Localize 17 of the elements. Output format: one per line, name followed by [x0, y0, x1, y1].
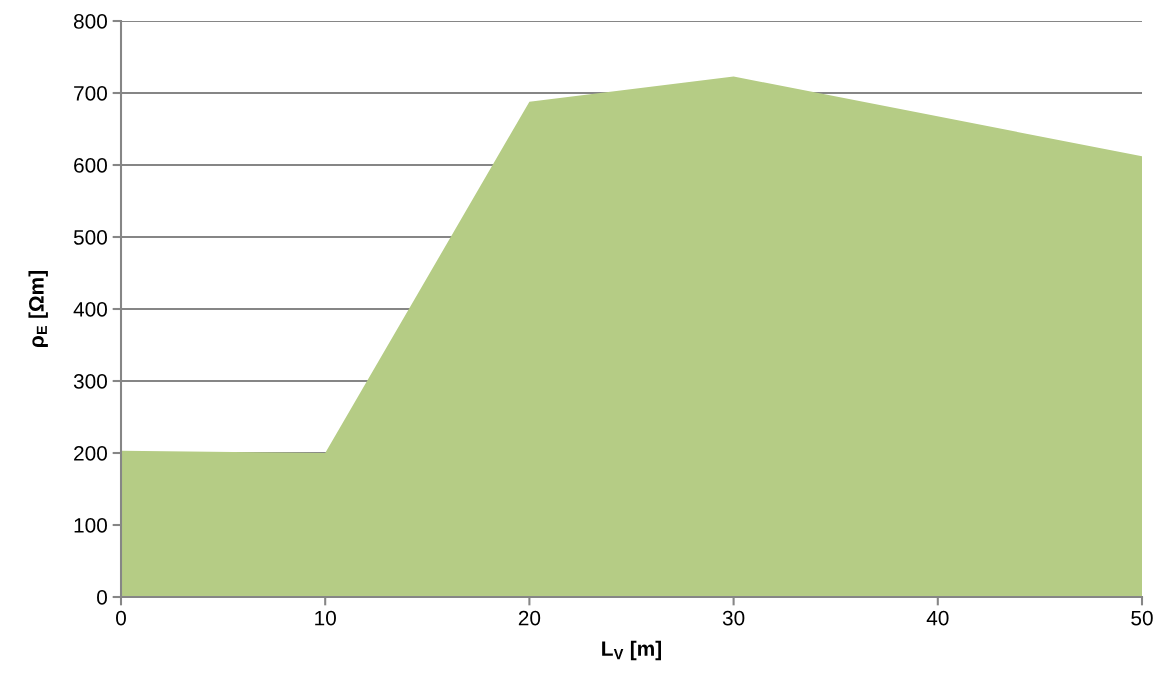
- y-tick-label: 300: [73, 374, 107, 389]
- x-tick-label: 40: [926, 610, 949, 626]
- x-tick-label: 20: [518, 610, 541, 626]
- y-tick-label: 0: [97, 590, 107, 605]
- x-tick-label: 50: [1131, 610, 1153, 626]
- y-tick-label: 800: [73, 14, 107, 29]
- y-tick-label: 500: [73, 230, 107, 245]
- x-tick-label: 30: [722, 610, 745, 626]
- x-axis-title: L$_{V}$ [m]: [602, 640, 661, 661]
- y-tick-label: 400: [73, 302, 107, 317]
- y-tick-label: 200: [74, 446, 107, 461]
- x-tick-label: 10: [315, 610, 336, 626]
- y-tick-label: 700: [74, 86, 107, 101]
- x-tick-label: 0: [116, 610, 126, 626]
- y-tick-label: 600: [74, 158, 107, 173]
- y-tick-label: 100: [74, 518, 107, 533]
- y-axis-title: ρ$_{E}$ [Ωm]: [28, 271, 48, 347]
